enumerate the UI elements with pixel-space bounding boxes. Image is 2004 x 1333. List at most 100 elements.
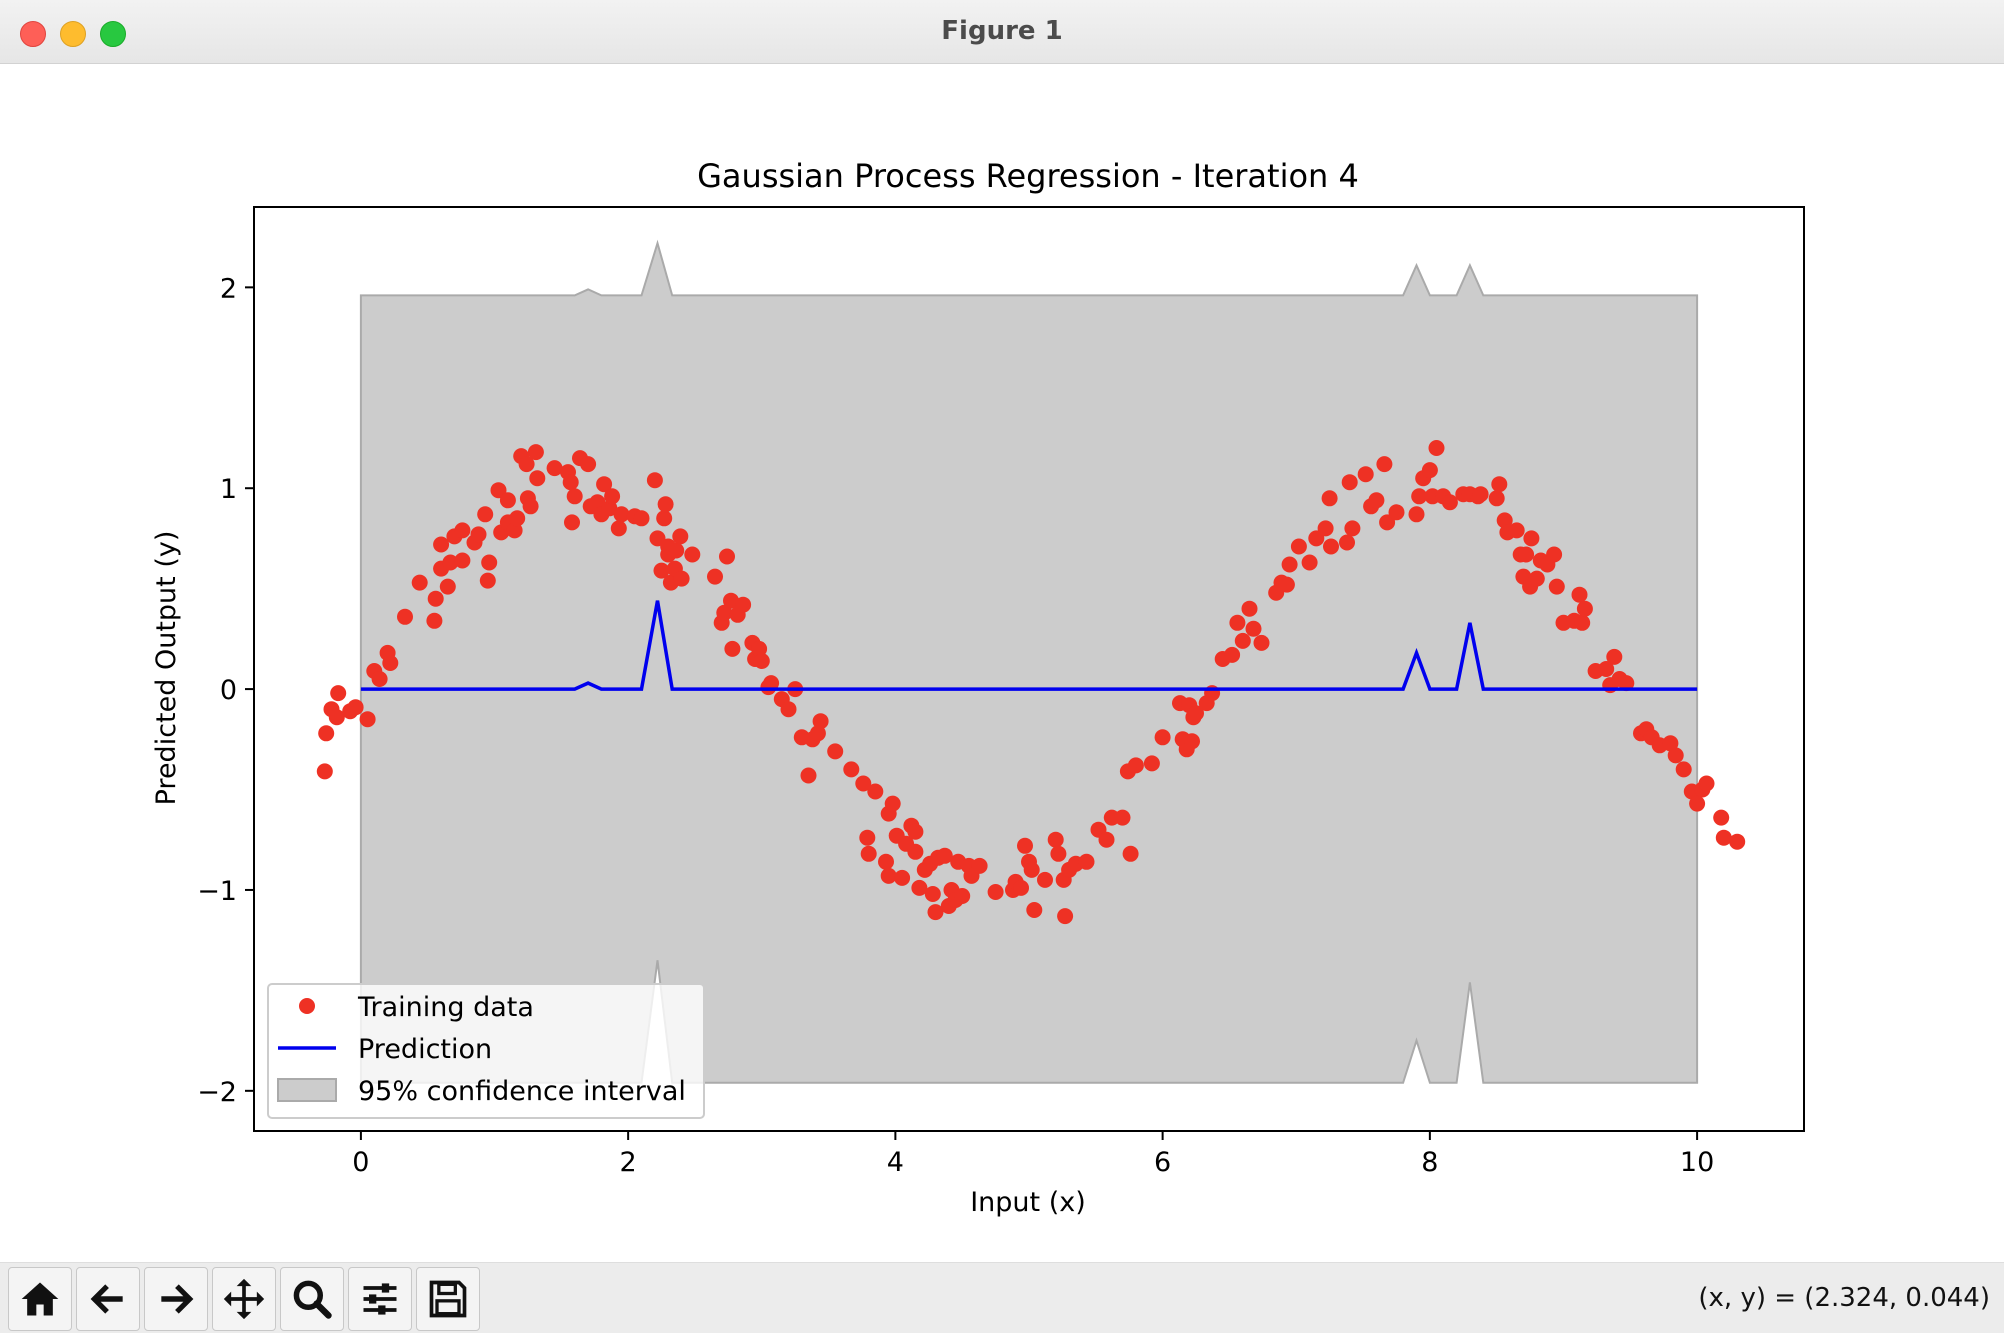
training-point bbox=[634, 510, 650, 526]
training-point bbox=[1048, 832, 1064, 848]
training-point bbox=[1668, 747, 1684, 763]
training-point bbox=[1549, 579, 1565, 595]
training-point bbox=[656, 510, 672, 526]
plot-area: 0 2 4 6 8 10 −2 −1 0 1 2 Training data Prediction 95%… bbox=[197, 207, 1804, 1178]
training-point bbox=[954, 888, 970, 904]
training-point bbox=[1509, 522, 1525, 538]
sliders-icon bbox=[358, 1277, 402, 1321]
training-point bbox=[843, 761, 859, 777]
training-point bbox=[1123, 846, 1139, 862]
save-button[interactable] bbox=[416, 1267, 480, 1331]
training-point bbox=[509, 510, 525, 526]
training-point bbox=[1339, 535, 1355, 551]
training-point bbox=[1291, 539, 1307, 555]
training-point bbox=[454, 522, 470, 538]
x-tick-label: 8 bbox=[1421, 1147, 1438, 1178]
window-title: Figure 1 bbox=[0, 16, 2004, 46]
confidence-band bbox=[361, 243, 1697, 1083]
legend-label: Prediction bbox=[358, 1034, 492, 1065]
training-point bbox=[1389, 504, 1405, 520]
back-button[interactable] bbox=[76, 1267, 140, 1331]
training-point bbox=[1606, 649, 1622, 665]
training-point bbox=[382, 655, 398, 671]
training-point bbox=[707, 569, 723, 585]
training-point bbox=[372, 671, 388, 687]
training-point bbox=[1322, 490, 1338, 506]
training-point bbox=[925, 886, 941, 902]
training-point bbox=[454, 553, 470, 569]
legend-label: 95% confidence interval bbox=[358, 1076, 686, 1107]
configure-subplots-button[interactable] bbox=[348, 1267, 412, 1331]
training-point bbox=[1676, 761, 1692, 777]
x-tick-label: 2 bbox=[620, 1147, 637, 1178]
training-point bbox=[523, 498, 539, 514]
training-point bbox=[1429, 440, 1445, 456]
training-point bbox=[1342, 474, 1358, 490]
training-point bbox=[1017, 838, 1033, 854]
training-point bbox=[563, 474, 579, 490]
training-point bbox=[317, 763, 333, 779]
training-point bbox=[894, 870, 910, 886]
training-point bbox=[754, 653, 770, 669]
y-tick-label: −2 bbox=[197, 1077, 237, 1108]
training-point bbox=[1079, 854, 1095, 870]
training-point bbox=[318, 725, 334, 741]
training-point bbox=[1050, 846, 1066, 862]
training-point bbox=[480, 573, 496, 589]
x-tick-label: 10 bbox=[1680, 1147, 1714, 1178]
training-point bbox=[1577, 601, 1593, 617]
training-point bbox=[1323, 539, 1339, 555]
home-icon bbox=[18, 1277, 62, 1321]
training-point bbox=[397, 609, 413, 625]
training-point bbox=[1473, 486, 1489, 502]
magnifier-icon bbox=[290, 1277, 334, 1321]
training-point bbox=[684, 547, 700, 563]
training-point bbox=[972, 858, 988, 874]
training-point bbox=[1242, 601, 1258, 617]
training-point bbox=[668, 543, 684, 559]
x-axis-label: Input (x) bbox=[970, 1187, 1086, 1218]
training-point bbox=[1024, 862, 1040, 878]
training-point bbox=[426, 613, 442, 629]
training-point bbox=[1376, 456, 1392, 472]
training-point bbox=[1729, 834, 1745, 850]
training-point bbox=[907, 844, 923, 860]
training-point bbox=[1358, 466, 1374, 482]
training-point bbox=[428, 591, 444, 607]
y-axis-label: Predicted Output (y) bbox=[151, 531, 182, 806]
training-point bbox=[1442, 494, 1458, 510]
y-tick-label: −1 bbox=[197, 876, 237, 907]
training-point bbox=[1279, 577, 1295, 593]
floppy-disk-icon bbox=[426, 1277, 470, 1321]
pan-button[interactable] bbox=[212, 1267, 276, 1331]
training-point bbox=[433, 537, 449, 553]
legend-label: Training data bbox=[357, 992, 534, 1023]
legend-marker-confidence bbox=[278, 1079, 336, 1101]
y-tick-label: 0 bbox=[220, 675, 237, 706]
training-point bbox=[1254, 635, 1270, 651]
training-point bbox=[580, 456, 596, 472]
forward-button[interactable] bbox=[144, 1267, 208, 1331]
zoom-button[interactable] bbox=[280, 1267, 344, 1331]
training-point bbox=[564, 514, 580, 530]
training-point bbox=[801, 768, 817, 784]
training-point bbox=[1057, 908, 1073, 924]
title-bar: Figure 1 bbox=[0, 0, 2004, 64]
training-point bbox=[1026, 902, 1042, 918]
training-point bbox=[440, 579, 456, 595]
training-point bbox=[1184, 733, 1200, 749]
training-point bbox=[1518, 547, 1534, 563]
plot-canvas[interactable]: 0 2 4 6 8 10 −2 −1 0 1 2 Training data Prediction 95%… bbox=[0, 64, 2004, 1262]
x-tick-label: 4 bbox=[887, 1147, 904, 1178]
x-tick-label: 6 bbox=[1154, 1147, 1171, 1178]
home-button[interactable] bbox=[8, 1267, 72, 1331]
training-point bbox=[1128, 757, 1144, 773]
training-point bbox=[672, 528, 688, 544]
training-point bbox=[481, 555, 497, 571]
training-point bbox=[674, 571, 690, 587]
training-point bbox=[1302, 555, 1318, 571]
training-point bbox=[827, 743, 843, 759]
training-point bbox=[813, 713, 829, 729]
training-point bbox=[1099, 832, 1115, 848]
